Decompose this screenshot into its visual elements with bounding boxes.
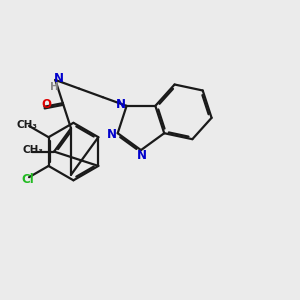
Text: N: N xyxy=(107,128,117,141)
Text: N: N xyxy=(53,72,63,85)
Text: N: N xyxy=(116,98,126,111)
Text: N: N xyxy=(137,149,147,162)
Text: Cl: Cl xyxy=(21,173,34,186)
Text: H: H xyxy=(50,82,58,92)
Text: CH₃: CH₃ xyxy=(23,145,44,155)
Text: CH₃: CH₃ xyxy=(17,120,38,130)
Text: O: O xyxy=(41,98,51,111)
